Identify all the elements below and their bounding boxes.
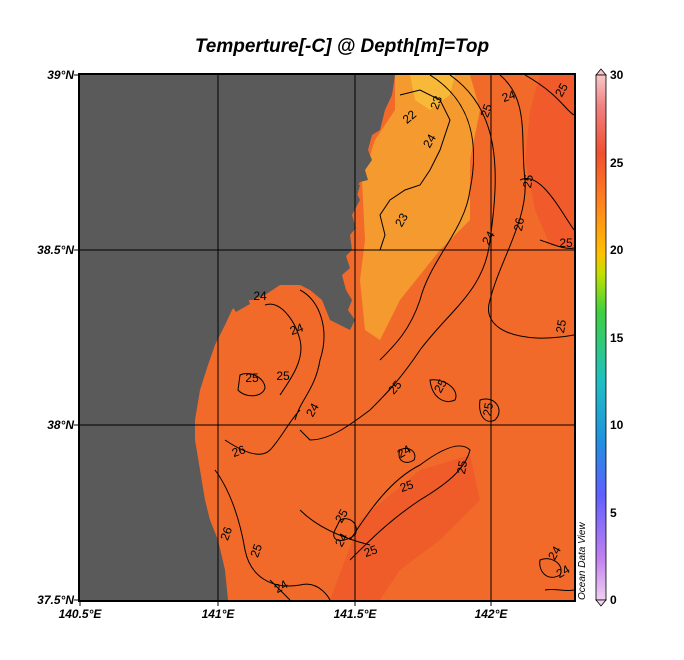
- contour-label: 25: [247, 542, 265, 560]
- contour-label: 24: [288, 320, 306, 338]
- contour-label: 25: [332, 506, 351, 525]
- lat-tick-38-5: 38.5°N: [37, 243, 74, 257]
- contour-label: 24: [332, 530, 351, 549]
- contour-label: 26: [217, 525, 235, 543]
- odv-credit: Ocean Data View: [577, 522, 588, 600]
- contour-label: 25: [552, 80, 571, 99]
- warm-water-patch: [525, 75, 574, 250]
- contour-label: 25: [553, 318, 569, 334]
- colorbar: [595, 68, 607, 607]
- contour-label: 24: [545, 543, 564, 562]
- contour-label: 24: [272, 577, 291, 596]
- contour-label: 23: [392, 210, 411, 229]
- contour-label: 25: [520, 173, 536, 189]
- colorbar-tick-30: 30: [610, 68, 624, 82]
- lat-tick-39: 39°N: [47, 68, 74, 82]
- lon-tick-141: 141°E: [201, 607, 235, 621]
- colorbar-tick-15: 15: [610, 331, 624, 345]
- colorbar-tick-10: 10: [610, 418, 624, 432]
- colorbar-tick-5: 5: [610, 506, 617, 520]
- lat-tick-37-5: 37.5°N: [37, 593, 74, 607]
- contour-label: 24: [395, 442, 414, 461]
- contour-label: 24: [420, 131, 439, 150]
- land-mass: [80, 75, 395, 600]
- colorbar-tick-20: 20: [610, 243, 624, 257]
- contour-label: 25: [398, 477, 416, 495]
- map-frame: [78, 73, 576, 602]
- contour-label: 24: [253, 289, 267, 303]
- warm-water-patch-2: [330, 455, 480, 600]
- contour-label: 25: [480, 401, 496, 417]
- cool-water-patch: [360, 75, 480, 340]
- lon-tick-142: 142°E: [474, 607, 508, 621]
- lon-tick-141-5: 141.5°E: [333, 607, 377, 621]
- contour-label: 24: [554, 562, 573, 581]
- lon-tick-140-5: 140.5°E: [58, 607, 102, 621]
- contour-label: 25: [245, 371, 259, 385]
- contour-label: 26: [511, 216, 527, 232]
- colorbar-tick-0: 0: [610, 593, 617, 607]
- contour-label: 25: [276, 369, 290, 383]
- contour-lines: [214, 75, 574, 600]
- coast-detail: [228, 292, 250, 312]
- lat-tick-38: 38°N: [47, 418, 74, 432]
- grid-lines: [80, 75, 574, 600]
- contour-label: 24: [479, 228, 498, 247]
- contour-label: 25: [454, 459, 470, 475]
- contour-label: 25: [431, 376, 450, 395]
- tick-marks: [74, 74, 492, 606]
- map-title: Temperture[-C] @ Depth[m]=Top: [194, 36, 490, 57]
- contour-label: 25: [559, 236, 573, 250]
- colorbar-tick-25: 25: [610, 156, 624, 170]
- contour-label: 25: [362, 542, 380, 560]
- contour-label: 26: [230, 442, 248, 460]
- cool-water-core: [410, 75, 455, 110]
- contour-label: 23: [427, 94, 445, 112]
- contour-label: 24: [303, 400, 322, 419]
- contour-label: 24: [500, 87, 518, 105]
